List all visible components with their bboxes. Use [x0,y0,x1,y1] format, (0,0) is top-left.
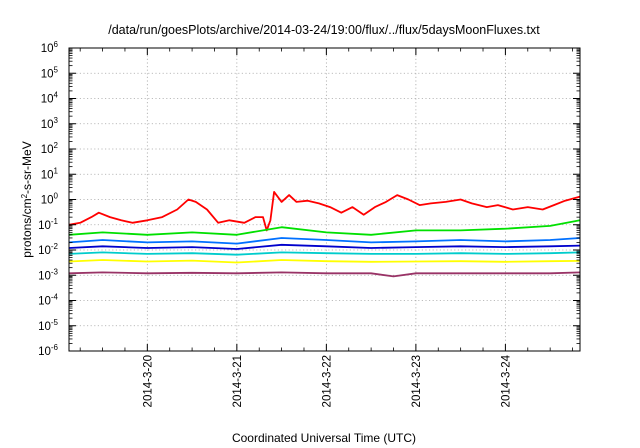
y-tick-label-exponent: 3 [54,116,59,125]
y-tick-label-exponent: 2 [54,141,59,150]
x-tick-label: 2014-3-23 [411,355,423,407]
y-tick-label-base: 10 [41,119,54,131]
y-axis-label: protons/cm2-s-sr-MeV [20,141,35,257]
series-line-5 [68,251,581,256]
series-line-7 [68,271,581,278]
y-tick-label-base: 10 [38,270,51,282]
y-tick-label-exponent: -5 [51,318,59,327]
y-tick-label: 10-4 [38,293,58,308]
y-tick-label-exponent: -6 [51,343,59,352]
y-tick-label-base: 10 [41,144,54,156]
y-tick-label: 100 [41,192,59,207]
y-tick-label-base: 10 [38,220,51,232]
y-tick-label-base: 10 [38,245,51,257]
y-tick-label: 105 [41,65,59,80]
y-tick-label-exponent: -4 [51,293,59,302]
y-tick-label-exponent: 6 [54,40,59,49]
y-tick-label: 10-3 [38,267,58,282]
series-line-3 [68,237,581,245]
y-tick-label: 104 [41,91,59,106]
y-tick-label: 106 [41,40,59,55]
x-tick-label: 2014-3-20 [142,355,154,407]
series-line-2 [68,219,581,236]
series-lines [68,190,581,278]
y-tick-label: 101 [41,166,59,181]
series-line-6 [68,259,581,264]
y-tick-label: 10-2 [38,242,58,257]
y-tick-label-exponent: 1 [54,166,59,175]
x-axis-label: Coordinated Universal Time (UTC) [232,431,416,445]
y-tick-label-exponent: -3 [51,267,59,276]
grid [69,48,580,351]
y-tick-label: 10-6 [38,343,58,358]
y-tick-label-exponent: 5 [54,65,59,74]
y-tick-label-exponent: 4 [54,91,59,100]
y-tick-label-base: 10 [41,94,54,106]
y-tick-label-base: 10 [38,321,51,333]
chart-title: /data/run/goesPlots/archive/2014-03-24/1… [108,23,540,37]
y-tick-label: 103 [41,116,59,131]
x-tick-label: 2014-3-22 [321,355,333,407]
y-tick-label-exponent: 0 [54,192,59,201]
y-tick-label: 10-5 [38,318,58,333]
y-tick-label-exponent: -2 [51,242,59,251]
y-tick-label: 10-1 [38,217,58,232]
y-tick-label-base: 10 [38,296,51,308]
y-axis-label-superscript: 2 [20,193,29,198]
y-tick-label-exponent: -1 [51,217,59,226]
y-axis-label-base: protons/cm [20,198,34,257]
y-tick-label-base: 10 [41,68,54,80]
series-line-1 [68,190,581,232]
y-tick-label-base: 10 [41,43,54,55]
y-axis-label-rest: -s-sr-MeV [20,141,34,194]
x-tick-label: 2014-3-24 [500,354,512,407]
y-axis-ticks: 10-610-510-410-310-210-11001011021031041… [38,40,580,358]
y-tick-label-base: 10 [41,195,54,207]
y-tick-label: 102 [41,141,59,156]
y-tick-label-base: 10 [41,169,54,181]
y-tick-label-base: 10 [38,346,51,358]
x-axis-ticks: 2014-3-20 2014-3-21 2014-3-22 2014-3-23 2014… [79,48,573,407]
x-tick-label: 2014-3-21 [232,355,244,407]
series-line-4 [68,243,581,250]
